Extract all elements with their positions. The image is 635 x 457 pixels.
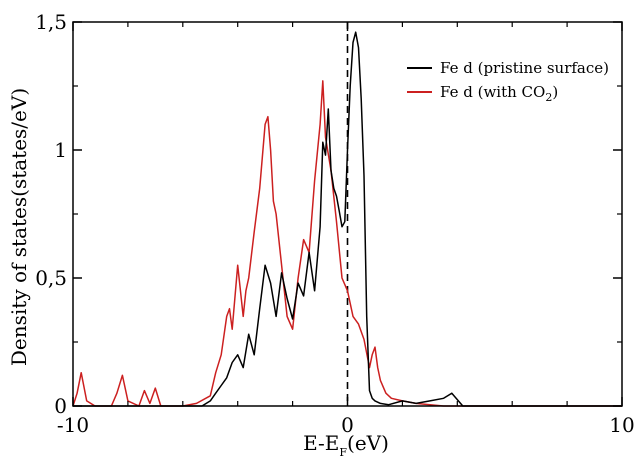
series-line-with-co2 [72,80,622,407]
legend: Fe d (pristine surface) Fe d (with CO2) [407,59,609,104]
x-axis-label-sub: F [339,446,347,457]
x-axis-label-unit: (eV) [347,431,389,455]
x-tick-label: 0 [341,413,354,437]
x-axis-label-main: E-E [303,431,339,455]
series-line-pristine [73,31,622,407]
y-tick-label: 0,5 [35,266,67,290]
legend-label-pristine: Fe d (pristine surface) [440,59,609,77]
x-tick-label: -10 [57,413,89,437]
x-axis-label: E-EF(eV) [303,431,389,457]
x-tick-label: 10 [609,413,634,437]
y-tick-label: 1,5 [35,10,67,34]
y-tick-label: 0 [54,394,67,418]
y-tick-label: 1 [54,138,67,162]
plot-layer [72,22,622,407]
y-axis-label: Density of states(states/eV) [7,88,31,366]
legend-label-with-co2: Fe d (with CO2) [440,83,558,104]
